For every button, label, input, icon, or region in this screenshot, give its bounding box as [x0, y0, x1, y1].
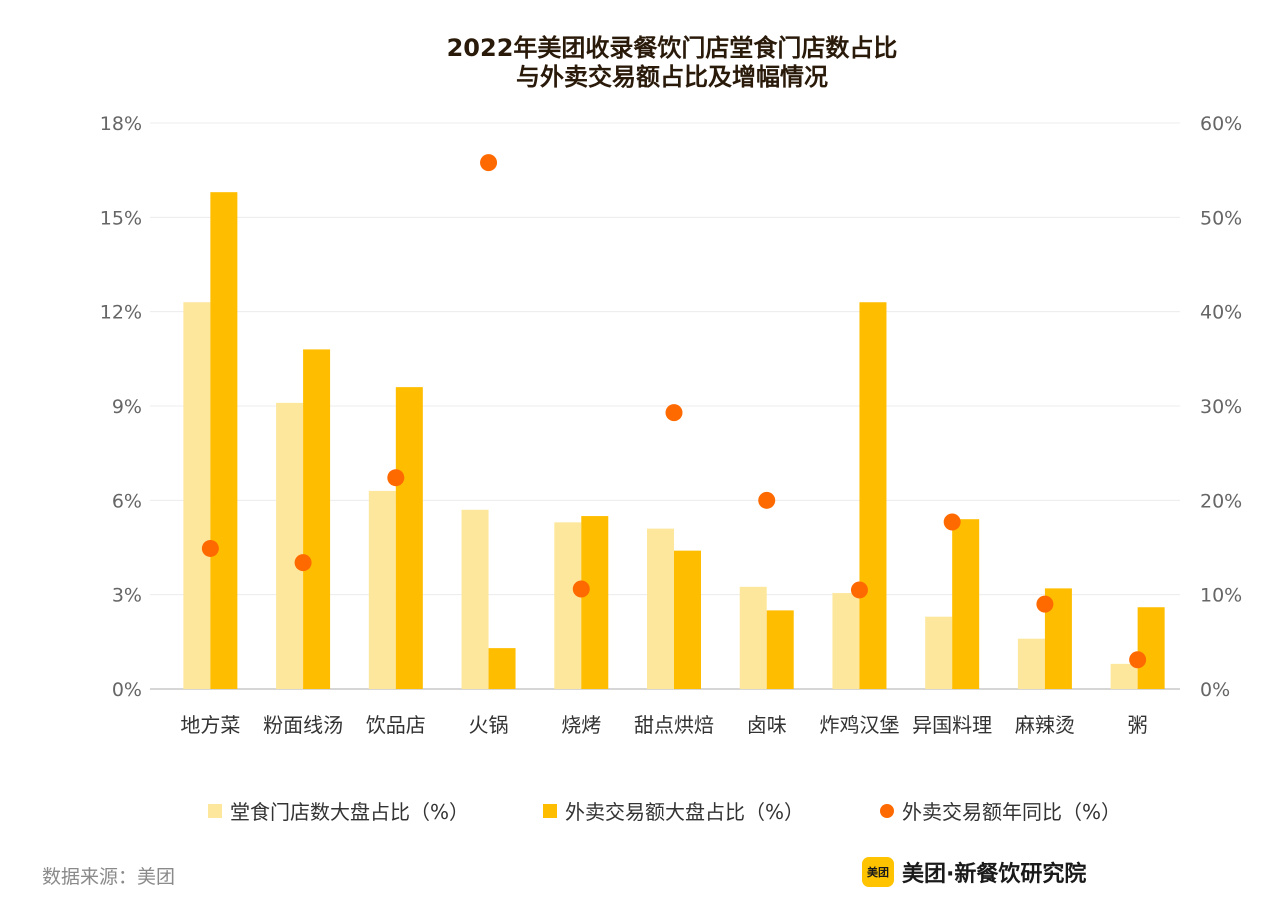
bar-dine-in-store-share: [461, 509, 489, 689]
bar-dine-in-store-share: [1017, 638, 1045, 689]
point-delivery-yoy-growth: [850, 581, 868, 599]
legend-label: 堂食门店数大盘占比（%）: [230, 800, 469, 824]
bar-delivery-sales-share: [303, 349, 331, 689]
bar-dine-in-store-share: [368, 490, 396, 689]
bar-dine-in-store-share: [1110, 663, 1138, 689]
point-delivery-yoy-growth: [201, 539, 219, 557]
point-delivery-yoy-growth: [1036, 595, 1054, 613]
bar-dine-in-store-share: [647, 528, 674, 689]
point-delivery-yoy-growth: [572, 580, 590, 598]
category-label: 甜点烘焙: [634, 713, 714, 737]
right-tick-label: 20%: [1200, 490, 1242, 512]
bar-dine-in-store-share: [739, 586, 767, 689]
point-delivery-yoy-growth: [943, 513, 961, 531]
left-tick-label: 6%: [112, 490, 142, 512]
bar-dine-in-store-share: [276, 402, 304, 689]
right-tick-label: 60%: [1200, 113, 1242, 135]
category-label: 地方菜: [180, 713, 240, 737]
legend-label: 外卖交易额年同比（%）: [902, 800, 1121, 824]
point-delivery-yoy-growth: [1129, 651, 1147, 669]
bar-dine-in-store-share: [554, 522, 582, 689]
right-tick-label: 30%: [1200, 396, 1242, 418]
bars: [183, 192, 1165, 689]
right-tick-label: 10%: [1200, 585, 1242, 607]
category-label: 粉面线汤: [263, 713, 343, 737]
bar-delivery-sales-share: [488, 648, 516, 689]
legend: 堂食门店数大盘占比（%） 外卖交易额大盘占比（%） 外卖交易额年同比（%）: [208, 800, 1121, 824]
category-label: 烧烤: [561, 713, 601, 737]
bar-delivery-sales-share: [210, 192, 238, 689]
left-tick-label: 12%: [100, 302, 142, 324]
category-label: 麻辣烫: [1015, 713, 1075, 737]
right-tick-label: 40%: [1200, 302, 1242, 324]
bar-delivery-sales-share: [674, 550, 701, 689]
point-delivery-yoy-growth: [387, 469, 405, 487]
bar-delivery-sales-share: [952, 519, 980, 689]
left-tick-label: 15%: [100, 207, 142, 229]
right-axis-ticks: 0% 10% 20% 30% 40% 50% 60%: [1200, 113, 1242, 701]
category-label: 异国料理: [912, 713, 992, 737]
right-tick-label: 50%: [1200, 207, 1242, 229]
chart-title: 2022年美团收录餐饮门店堂食门店数占比: [447, 34, 898, 62]
chart-subtitle: 与外卖交易额占比及增幅情况: [516, 63, 828, 91]
category-label: 饮品店: [366, 713, 426, 737]
left-tick-label: 3%: [112, 585, 142, 607]
brand: 美团 美团·新餐饮研究院: [862, 856, 1086, 888]
left-tick-label: 18%: [100, 113, 142, 135]
category-label: 炸鸡汉堡: [819, 713, 899, 737]
bar-delivery-sales-share: [395, 387, 423, 689]
legend-swatch: [543, 804, 557, 818]
bar-delivery-sales-share: [859, 302, 887, 689]
left-tick-label: 9%: [112, 396, 142, 418]
legend-marker: [880, 804, 894, 818]
bar-dine-in-store-share: [832, 593, 860, 689]
bar-dine-in-store-share: [925, 616, 953, 689]
meituan-logo-icon: 美团: [862, 857, 894, 887]
bar-dine-in-store-share: [183, 302, 211, 689]
category-label: 火锅: [469, 713, 509, 737]
right-tick-label: 0%: [1200, 679, 1230, 701]
point-delivery-yoy-growth: [294, 554, 312, 572]
category-labels: 地方菜 粉面线汤 饮品店 火锅 烧烤 甜点烘焙 卤味 炸鸡汉堡 异国料理 麻辣烫 粥: [180, 713, 1147, 737]
points: [201, 154, 1147, 669]
brand-name: 美团·新餐饮研究院: [902, 862, 1087, 887]
legend-label: 外卖交易额大盘占比（%）: [565, 800, 804, 824]
category-label: 卤味: [747, 713, 787, 737]
legend-swatch: [208, 804, 222, 818]
bar-delivery-sales-share: [766, 610, 794, 689]
data-source-note: 数据来源：美团: [42, 866, 176, 888]
bar-delivery-sales-share: [581, 516, 609, 689]
point-delivery-yoy-growth: [758, 491, 776, 509]
bar-delivery-sales-share: [1137, 607, 1165, 689]
left-tick-label: 0%: [112, 679, 142, 701]
category-label: 粥: [1128, 713, 1148, 737]
point-delivery-yoy-growth: [480, 154, 498, 172]
point-delivery-yoy-growth: [665, 404, 683, 422]
left-axis-ticks: 0% 3% 6% 9% 12% 15% 18%: [100, 113, 142, 701]
